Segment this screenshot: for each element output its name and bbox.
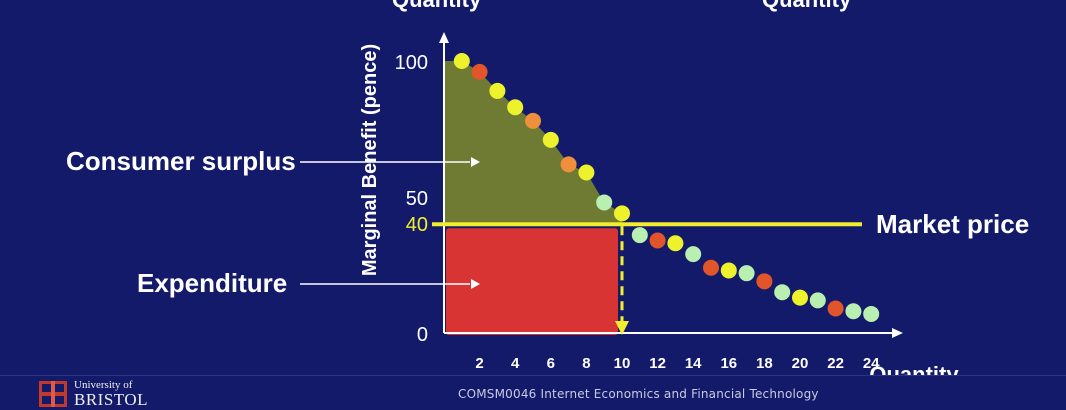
data-point — [667, 235, 684, 252]
x-axis-title: Quantity — [869, 362, 959, 375]
data-point — [792, 289, 808, 306]
data-point — [809, 292, 826, 309]
y-axis-title: Marginal Benefit (pence) — [359, 44, 381, 276]
x-tick-label: 24 — [863, 355, 880, 372]
x-tick-label: 16 — [720, 355, 737, 372]
data-point — [507, 99, 524, 116]
y-tick-label: 100 — [395, 52, 428, 74]
cut-off-quantity-label-left: Quantity — [392, 0, 481, 13]
data-point — [560, 156, 577, 173]
data-point — [453, 53, 470, 69]
footer-divider — [0, 375, 1066, 376]
x-axis-arrow-icon — [892, 328, 903, 338]
x-tick-label: 22 — [827, 355, 844, 372]
university-logo: University of BRISTOL — [38, 378, 158, 410]
data-point — [542, 131, 559, 148]
y-tick-label: 50 — [406, 188, 428, 210]
y-tick-label: 0 — [417, 324, 428, 346]
footer-course-title: COMSM0046 Internet Economics and Financi… — [458, 387, 819, 401]
x-tick-label: 12 — [649, 355, 666, 372]
data-point — [827, 300, 844, 317]
bristol-crest-icon — [39, 381, 67, 407]
data-point — [578, 164, 595, 181]
market-price-label: Market price — [876, 209, 1029, 239]
x-tick-label: 6 — [547, 355, 555, 372]
expenditure-area — [446, 228, 618, 335]
x-tick-label: 14 — [685, 355, 702, 372]
data-point — [596, 194, 613, 211]
data-point — [738, 265, 755, 282]
data-point — [863, 305, 880, 322]
consumer-surplus-label: Consumer surplus — [66, 146, 296, 176]
data-point — [774, 284, 791, 301]
logo-text-line1: University of — [74, 379, 133, 391]
x-tick-label: 8 — [582, 355, 590, 372]
data-point — [471, 63, 488, 80]
x-tick-label: 20 — [792, 355, 809, 372]
data-point — [525, 112, 541, 129]
data-point — [631, 227, 648, 244]
data-point — [703, 259, 719, 276]
expenditure-arrow-icon — [471, 279, 480, 289]
y-axis-arrow-icon — [439, 32, 449, 43]
consumer-surplus-area — [444, 61, 622, 225]
expenditure-label: Expenditure — [137, 268, 287, 298]
x-tick-label: 18 — [756, 355, 773, 372]
y-tick-label-price: 40 — [406, 214, 428, 236]
cut-off-quantity-label-right: Quantity — [762, 0, 851, 13]
data-point — [489, 82, 506, 99]
x-tick-label: 10 — [614, 355, 631, 372]
x-tick-label: 2 — [475, 355, 483, 372]
x-tick-label: 4 — [511, 355, 520, 372]
consumer-surplus-arrow-icon — [471, 157, 480, 167]
logo-text-line2: BRISTOL — [74, 390, 149, 409]
data-point — [845, 303, 862, 320]
data-point — [720, 262, 737, 279]
data-point — [649, 232, 666, 249]
data-point — [685, 246, 702, 263]
data-point — [756, 273, 773, 290]
drop-arrow-icon — [615, 321, 629, 335]
data-point — [614, 205, 630, 222]
